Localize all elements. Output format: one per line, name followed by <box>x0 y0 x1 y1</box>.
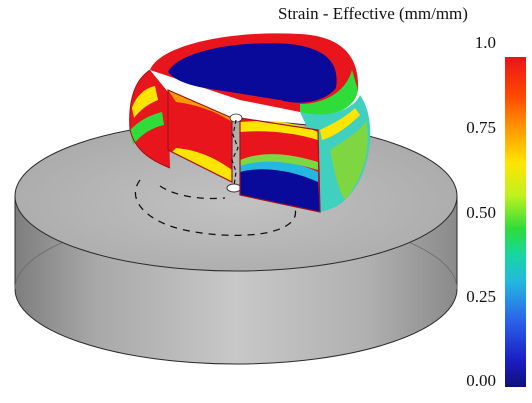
tick-label-0-00: 0.00 <box>466 371 496 390</box>
center-hole <box>226 183 242 193</box>
tick-label-0-25: 0.25 <box>466 287 496 306</box>
strain-colorbar <box>505 57 526 387</box>
tick-label-0-75: 0.75 <box>466 118 496 137</box>
contact-contour <box>134 179 297 237</box>
die-cylinder <box>14 120 458 365</box>
tick-label-0-50: 0.50 <box>466 203 496 222</box>
workpiece <box>129 33 371 213</box>
tick-label-1-0: 1.0 <box>474 33 496 52</box>
legend-title: Strain - Effective (mm/mm) <box>278 4 468 23</box>
